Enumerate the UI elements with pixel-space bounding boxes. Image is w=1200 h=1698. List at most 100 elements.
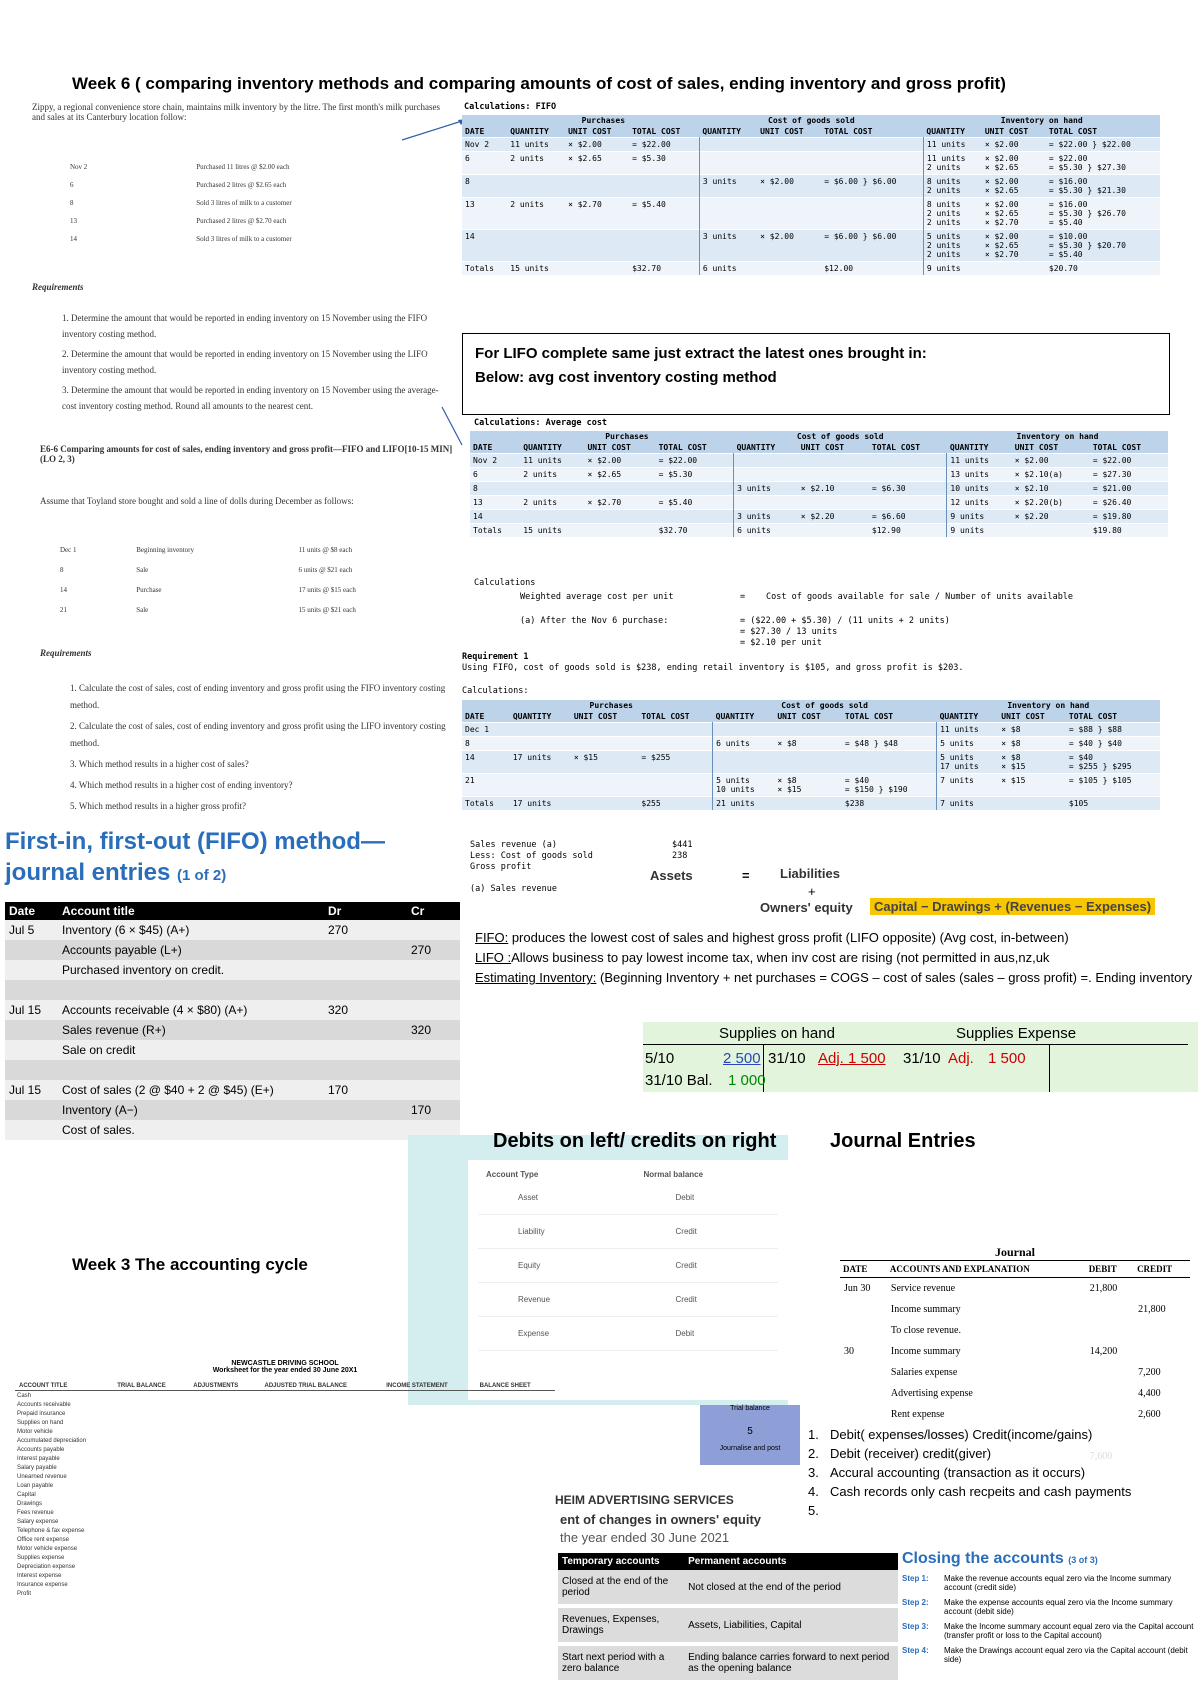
header-cell: QUANTITY — [509, 711, 571, 723]
header-cell: ACCOUNT TITLE — [15, 1382, 114, 1391]
header-cell: TRIAL BALANCE — [113, 1382, 190, 1391]
cell: Service revenue — [890, 1283, 956, 1294]
cell: = $105 } $105 — [1065, 773, 1160, 797]
header-cell: DATE — [462, 126, 508, 138]
cell — [565, 261, 630, 275]
cell: Debit — [635, 1181, 778, 1215]
cell: 3 units — [699, 174, 758, 198]
cell: Capital — [17, 1491, 36, 1498]
header-cell: ADJUSTMENTS — [189, 1382, 261, 1391]
cell — [570, 736, 639, 751]
cell: = $88 } $88 — [1065, 722, 1160, 737]
cell: 320 — [407, 1020, 460, 1040]
arrow — [441, 406, 463, 446]
cell — [5, 1120, 58, 1140]
header-row: DATE QUANTITY UNIT COST TOTAL COST QUANTITY U… — [462, 126, 1160, 138]
cell — [699, 151, 758, 175]
header-row: DATE QUANTITY UNIT COST TOTAL COST QUANTITY U… — [470, 442, 1168, 454]
cell: 4,400 — [1138, 1388, 1161, 1399]
row: Equity Credit — [478, 1248, 778, 1283]
group-header: Cost of goods sold — [712, 700, 937, 711]
text: Supplies Expense — [956, 1025, 1077, 1042]
header-cell: Dr — [324, 902, 407, 920]
rule: 4. Cash records only cash recpeits and ca… — [808, 1482, 1200, 1501]
requirement: 4. Which method results in a higher cost… — [70, 780, 293, 790]
cell: × $2.00 × $2.65 × $2.70 — [981, 229, 1046, 262]
cell — [5, 1040, 58, 1060]
cell — [840, 1299, 887, 1320]
text: = — [742, 868, 750, 883]
cell: Sale on credit — [58, 1040, 324, 1060]
cell: 7 units — [936, 773, 999, 797]
group-row: Purchases Cost of goods sold Inventory on … — [462, 700, 1160, 711]
row: 8 Sold 3 litres of milk to a customer — [40, 194, 420, 212]
rule: 5. — [808, 1501, 1200, 1520]
row: Depreciation expense — [15, 1562, 555, 1571]
step-label: Step 4: — [902, 1646, 929, 1655]
header-cell: INCOME STATEMENT — [382, 1382, 476, 1391]
text: Trial balance — [730, 1405, 770, 1412]
cell: 270 — [407, 940, 460, 960]
table: Account Type Normal balance Asset Debit Liab… — [478, 1168, 778, 1351]
cell: 21,800 — [1138, 1304, 1166, 1315]
steps: Step 1: Make the revenue accounts equal z… — [902, 1574, 1200, 1664]
header-cell: ADJUSTED TRIAL BALANCE — [260, 1382, 383, 1391]
row: Capital — [15, 1490, 555, 1499]
arrow — [401, 119, 466, 141]
cell: 9 units — [946, 523, 1012, 537]
cell: Jul 15 — [5, 1000, 58, 1020]
text: Gross profit — [470, 862, 532, 872]
text: 1 500 — [988, 1050, 1026, 1067]
rule: 2. Debit (receiver) credit(giver) — [808, 1444, 1200, 1463]
text: = $27.30 / 13 units — [740, 627, 838, 637]
cell: 6 units — [733, 523, 798, 537]
row: 14 Sold 3 litres of milk to a customer — [40, 230, 420, 248]
cell: $105 — [1065, 796, 1160, 810]
cell: Accounts receivable — [17, 1401, 71, 1408]
note-text: (Beginning Inventory + net purchases = C… — [596, 970, 1193, 985]
text: $441 — [672, 840, 693, 850]
cell: = $10.00 = $5.30 } $20.70 = $5.40 — [1045, 229, 1160, 262]
cell — [1086, 1362, 1134, 1383]
row: Nov 2 11 units × $2.00 = $22.00 11 units × $2… — [462, 137, 1160, 152]
cell — [507, 174, 566, 198]
row: Revenues, Expenses, Drawings Assets, Liab… — [558, 1606, 898, 1646]
group-header: Inventory on hand — [923, 115, 1160, 126]
cell — [1134, 1278, 1190, 1300]
cell: × $2.00 × $2.65 — [981, 151, 1046, 175]
header-cell: TOTAL COST — [868, 442, 947, 454]
header-cell: QUANTITY — [520, 442, 585, 454]
row: Prepaid insurance — [15, 1409, 555, 1418]
cell: = $16.00 = $5.30 } $21.30 — [1045, 174, 1160, 198]
step: Step 4: Make the Drawings account equal z… — [902, 1646, 1200, 1664]
cell — [821, 137, 924, 152]
cell: Supplies expense — [17, 1554, 65, 1561]
group-header: Purchases — [520, 431, 734, 442]
cell: 11 units @ $8 each — [298, 546, 353, 554]
cell: Totals — [470, 523, 521, 537]
cell: Accounts receivable (4 × $80) (A+) — [58, 1000, 324, 1020]
cell: = $22.00 — [629, 137, 700, 152]
header-cell: TOTAL COST — [638, 711, 713, 723]
cell: = $5.30 — [629, 151, 700, 175]
cell: × $2.00 — [757, 229, 822, 262]
header-row: Temporary accounts Permanent accounts — [558, 1553, 898, 1570]
requirement: 1. Calculate the cost of sales, cost of … — [70, 683, 446, 710]
cell: = $16.00 = $5.30 } $26.70 = $5.40 — [1045, 197, 1160, 230]
cell: 17 units @ $15 each — [298, 586, 356, 594]
row: 14 3 units × $2.20 = $6.60 9 units × $2.20 = $… — [470, 509, 1168, 524]
step-text: Make the expense accounts equal zero via… — [944, 1598, 1173, 1616]
cell — [584, 509, 656, 524]
header-cell — [462, 115, 508, 126]
closing: Closing the accounts (3 of 3) Step 1: Mak… — [902, 1550, 1200, 1698]
cell: = $5.40 — [629, 197, 700, 230]
row: Accounts payable (L+) 270 — [5, 940, 460, 960]
header-row: DATE ACCOUNTS AND EXPLANATION DEBIT CREDIT — [840, 1260, 1190, 1278]
row: Accounts payable — [15, 1445, 555, 1454]
account-types: Account Type Normal balance Asset Debit Liab… — [478, 1168, 778, 1351]
note: FIFO: produces the lowest cost of sales … — [475, 928, 1195, 948]
cell — [509, 736, 571, 751]
cell: 8 — [60, 566, 64, 574]
cell — [407, 1080, 460, 1100]
